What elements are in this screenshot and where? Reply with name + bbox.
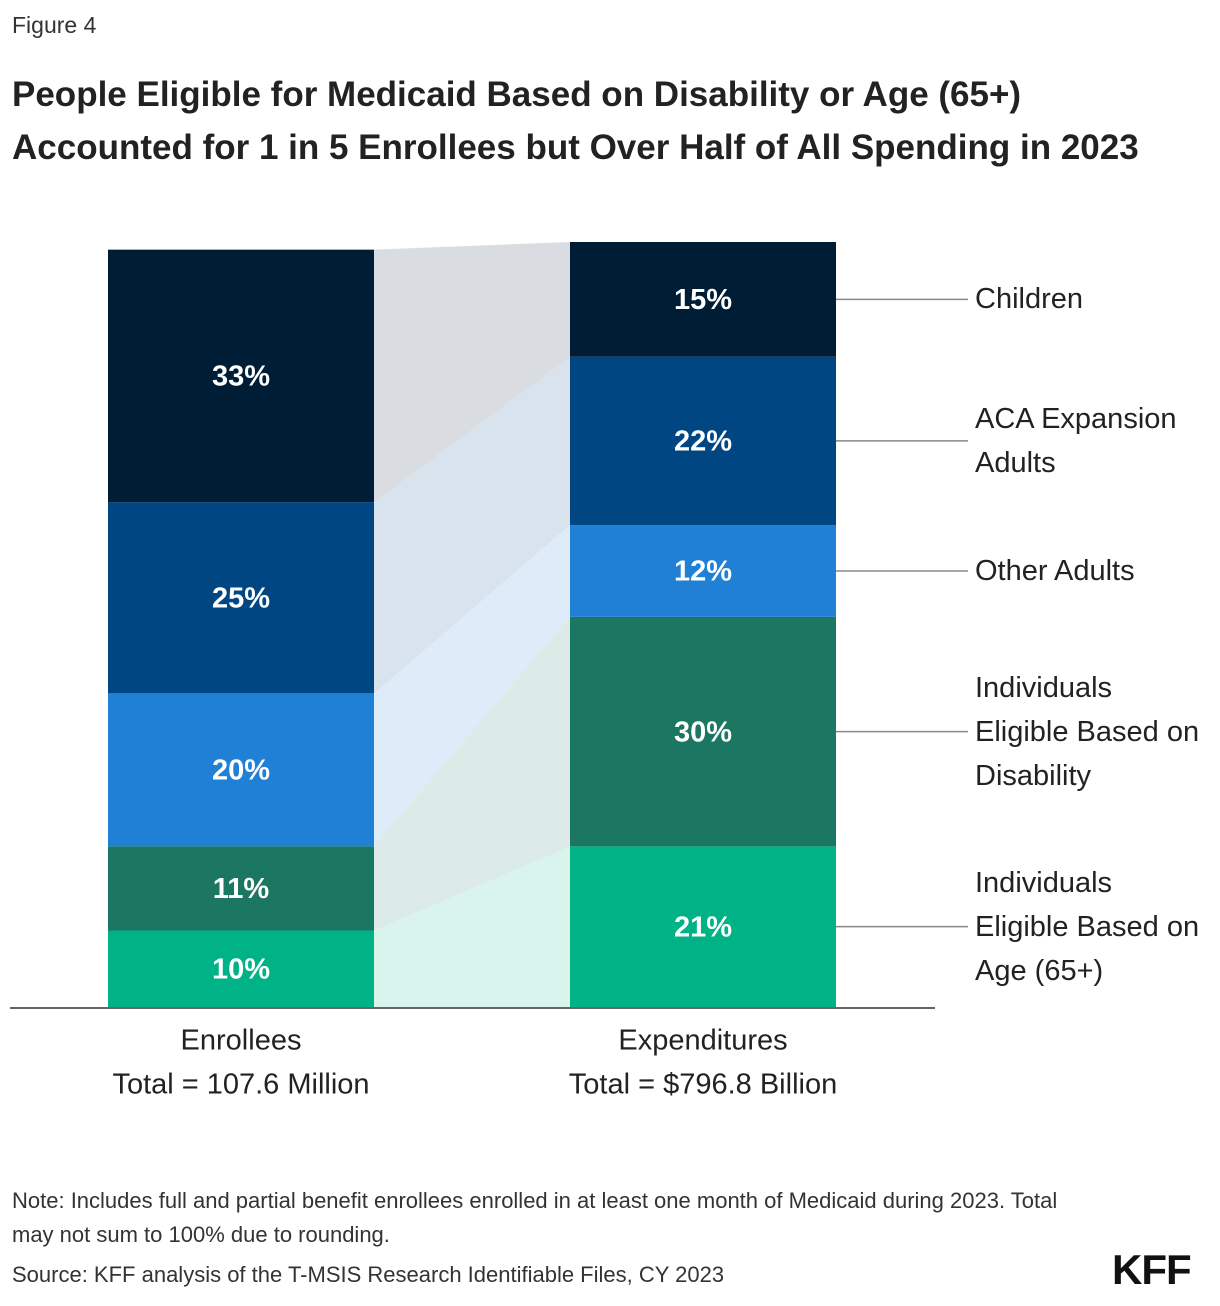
connector-band [374,525,570,847]
legend-label: Children [975,283,1083,316]
bar-segment [570,616,836,847]
legend-label: Other Adults [975,554,1135,587]
figure-label: Figure 4 [12,12,97,38]
bar-segment [570,525,836,617]
bar-segment [108,930,374,1007]
data-label: 21% [674,911,732,943]
bar-segment [108,502,374,694]
note: Note: Includes full and partial benefit … [12,1188,1058,1247]
logo: KFF [1112,1246,1192,1293]
connector-band [374,242,570,503]
connector-band [374,846,570,1007]
bar-segment [108,846,374,931]
source: Source: KFF analysis of the T-MSIS Resea… [12,1262,725,1287]
bar-segment [570,846,836,1007]
legend-label: Individuals Eligible Based on Disability [975,671,1200,792]
bar-segment [570,356,836,526]
legend-label: ACA Expansion Adults [975,402,1177,479]
data-label: 33% [212,361,270,393]
connector-band [374,616,570,931]
data-label: 10% [212,953,270,985]
data-label: 25% [212,582,270,614]
bar-segment [108,693,374,847]
bar-segment [570,242,836,357]
data-label: 22% [674,426,732,458]
bar-segment [108,249,374,503]
data-label: 30% [674,716,732,748]
data-label: 12% [674,556,732,588]
data-label: 20% [212,755,270,787]
data-label: 11% [213,873,270,905]
connector-band [374,356,570,694]
data-label: 15% [674,284,732,316]
x-tick-label: Enrollees [181,1025,302,1057]
chart-title: People Eligible for Medicaid Based on Di… [12,75,1139,167]
legend-label: Individuals Eligible Based on Age (65+) [975,866,1200,987]
x-tick-label: Expenditures [618,1025,787,1057]
category-total: Total = 107.6 Million [112,1069,369,1101]
category-total: Total = $796.8 Billion [569,1069,837,1101]
